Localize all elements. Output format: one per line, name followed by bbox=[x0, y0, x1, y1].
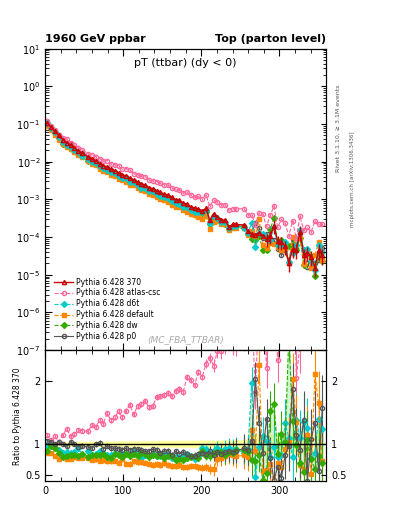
Legend: Pythia 6.428 370, Pythia 6.428 atlas-csc, Pythia 6.428 d6t, Pythia 6.428 default: Pythia 6.428 370, Pythia 6.428 atlas-csc… bbox=[52, 275, 163, 344]
Y-axis label: Ratio to Pythia 6.428 370: Ratio to Pythia 6.428 370 bbox=[13, 367, 22, 464]
Text: (MC_FBA_TTBAR): (MC_FBA_TTBAR) bbox=[147, 335, 224, 344]
Text: mcplots.cern.ch [arXiv:1306.3436]: mcplots.cern.ch [arXiv:1306.3436] bbox=[350, 132, 355, 227]
Text: pT (ttbar) (dy < 0): pT (ttbar) (dy < 0) bbox=[134, 58, 237, 68]
Text: Top (parton level): Top (parton level) bbox=[215, 33, 326, 44]
Text: Rivet 3.1.10, ≥ 3.1M events: Rivet 3.1.10, ≥ 3.1M events bbox=[336, 84, 341, 172]
Text: 1960 GeV ppbar: 1960 GeV ppbar bbox=[45, 33, 146, 44]
